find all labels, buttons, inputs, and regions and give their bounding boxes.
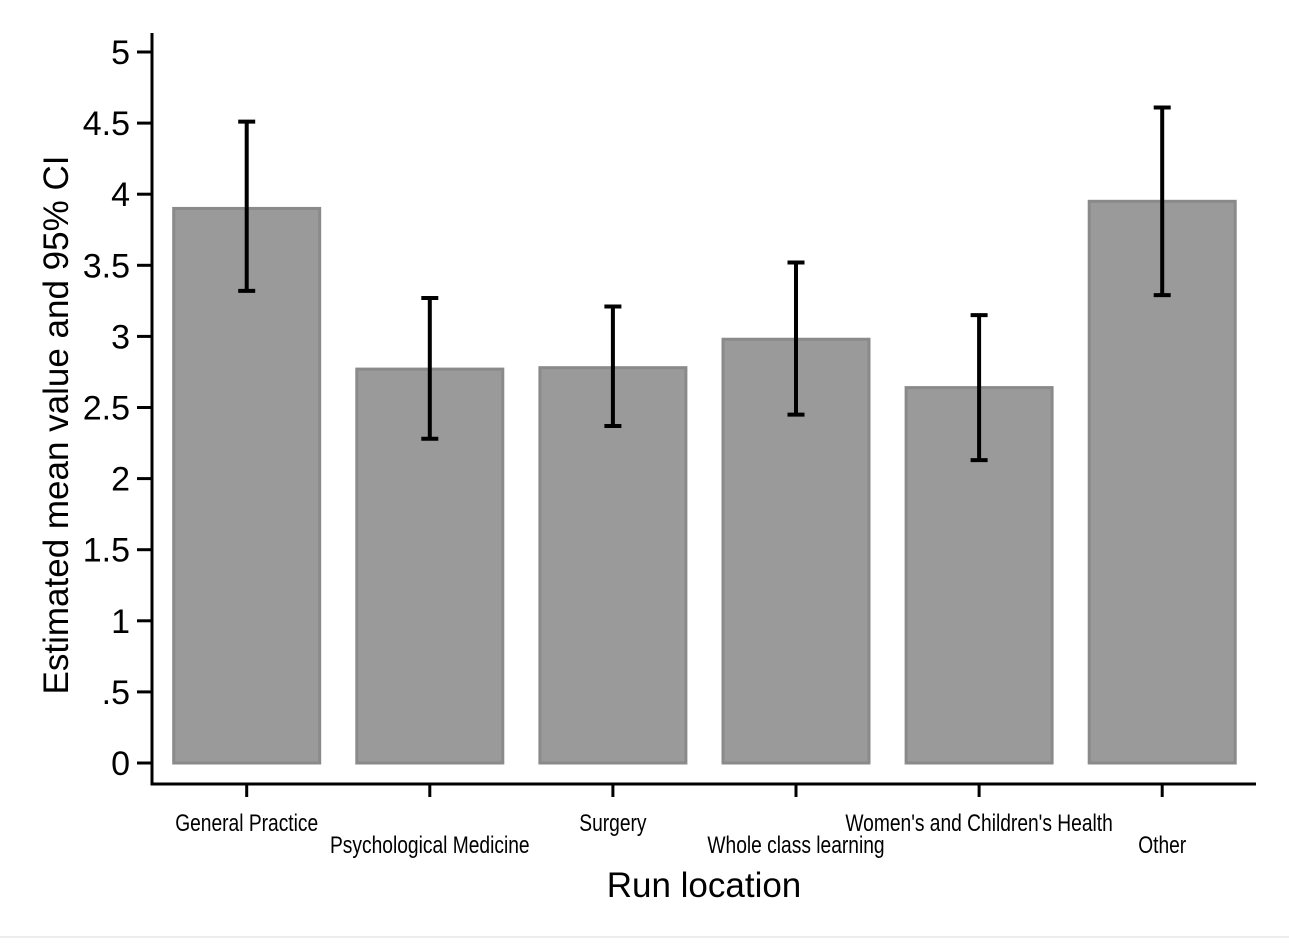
y-tick-label-2.5: 2.5 xyxy=(83,390,130,428)
y-tick-label-4: 4 xyxy=(111,176,130,214)
x-category-label-women-s-and-children-s-health: Women's and Children's Health xyxy=(845,810,1112,837)
x-category-label-general-practice: General Practice xyxy=(175,810,318,837)
x-axis-title: Run location xyxy=(607,866,802,905)
x-category-label-other: Other xyxy=(1138,832,1186,859)
y-axis-title: Estimated mean value and 95% CI xyxy=(37,156,76,695)
y-tick-label-2: 2 xyxy=(111,461,130,499)
y-tick-label-1: 1 xyxy=(111,603,130,641)
y-tick-label-0: 0 xyxy=(111,745,130,783)
y-tick-label-4.5: 4.5 xyxy=(83,105,130,143)
bar-surgery xyxy=(538,366,688,765)
figure-bottom-border xyxy=(0,936,1289,938)
y-tick-label-3: 3 xyxy=(111,318,130,356)
y-tick-label-.5: .5 xyxy=(102,674,130,712)
y-tick-label-1.5: 1.5 xyxy=(83,532,130,570)
y-tick-label-3.5: 3.5 xyxy=(83,247,130,285)
y-tick-label-5: 5 xyxy=(111,34,130,72)
x-category-label-psychological-medicine: Psychological Medicine xyxy=(330,832,530,859)
x-category-label-whole-class-learning: Whole class learning xyxy=(707,832,884,859)
bar-general-practice xyxy=(172,206,322,765)
x-category-label-surgery: Surgery xyxy=(579,810,646,837)
